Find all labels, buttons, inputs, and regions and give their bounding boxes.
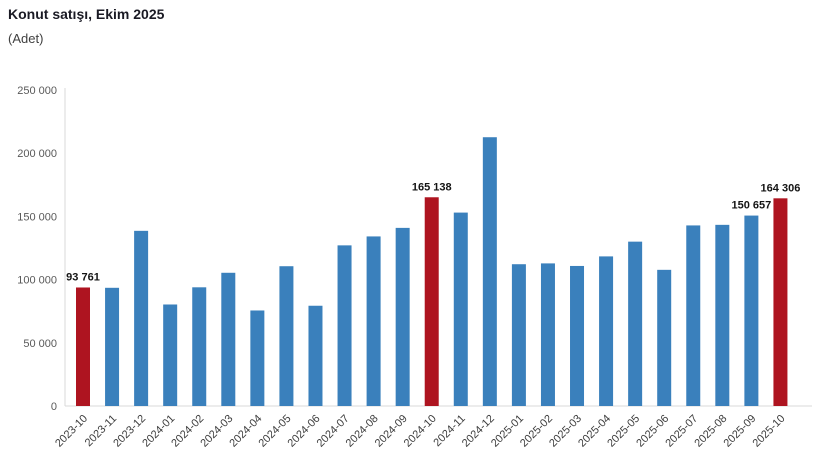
bar-2025-01 <box>511 264 526 406</box>
bar-2024-10 <box>424 197 439 406</box>
bar-2025-10 <box>773 198 788 406</box>
x-tick-label: 2023-10 <box>53 413 90 450</box>
bar-2024-09 <box>395 227 410 406</box>
bar-data-label: 164 306 <box>761 182 801 194</box>
bar-2024-08 <box>366 236 381 406</box>
bar-2024-03 <box>221 272 236 406</box>
bar-2024-01 <box>163 304 178 406</box>
x-tick-label: 2025-10 <box>751 413 788 450</box>
y-tick-label: 100 000 <box>17 275 57 287</box>
bar-data-label: 165 138 <box>412 181 452 193</box>
bar-2023-11 <box>105 287 120 406</box>
bar-2024-05 <box>279 266 294 406</box>
bar-2024-12 <box>482 137 497 406</box>
y-tick-label: 150 000 <box>17 211 57 223</box>
y-tick-label: 50 000 <box>23 338 57 350</box>
bar-2024-11 <box>453 212 468 406</box>
bar-data-label: 150 657 <box>731 200 771 212</box>
y-tick-label: 200 000 <box>17 148 57 160</box>
bar-2025-04 <box>599 256 614 406</box>
bar-2025-09 <box>744 215 759 406</box>
chart-subtitle: (Adet) <box>8 31 44 46</box>
chart-title: Konut satışı, Ekim 2025 <box>8 6 165 22</box>
bar-2025-02 <box>540 263 555 406</box>
bar-2025-05 <box>628 241 643 406</box>
bar-2024-04 <box>250 310 265 406</box>
bar-2023-12 <box>134 230 149 406</box>
x-tick-label: 2024-10 <box>402 413 439 450</box>
bar-2025-08 <box>715 224 730 406</box>
bar-data-label: 93 761 <box>66 271 100 283</box>
bar-2023-10 <box>76 287 90 406</box>
y-tick-label: 0 <box>51 401 57 413</box>
bar-2024-07 <box>337 245 352 406</box>
bar-2025-07 <box>686 225 701 406</box>
bar-2024-06 <box>308 305 323 406</box>
bar-2025-06 <box>657 269 672 406</box>
bar-2024-02 <box>192 287 207 406</box>
bar-2025-03 <box>570 265 585 406</box>
y-tick-label: 250 000 <box>17 85 57 97</box>
